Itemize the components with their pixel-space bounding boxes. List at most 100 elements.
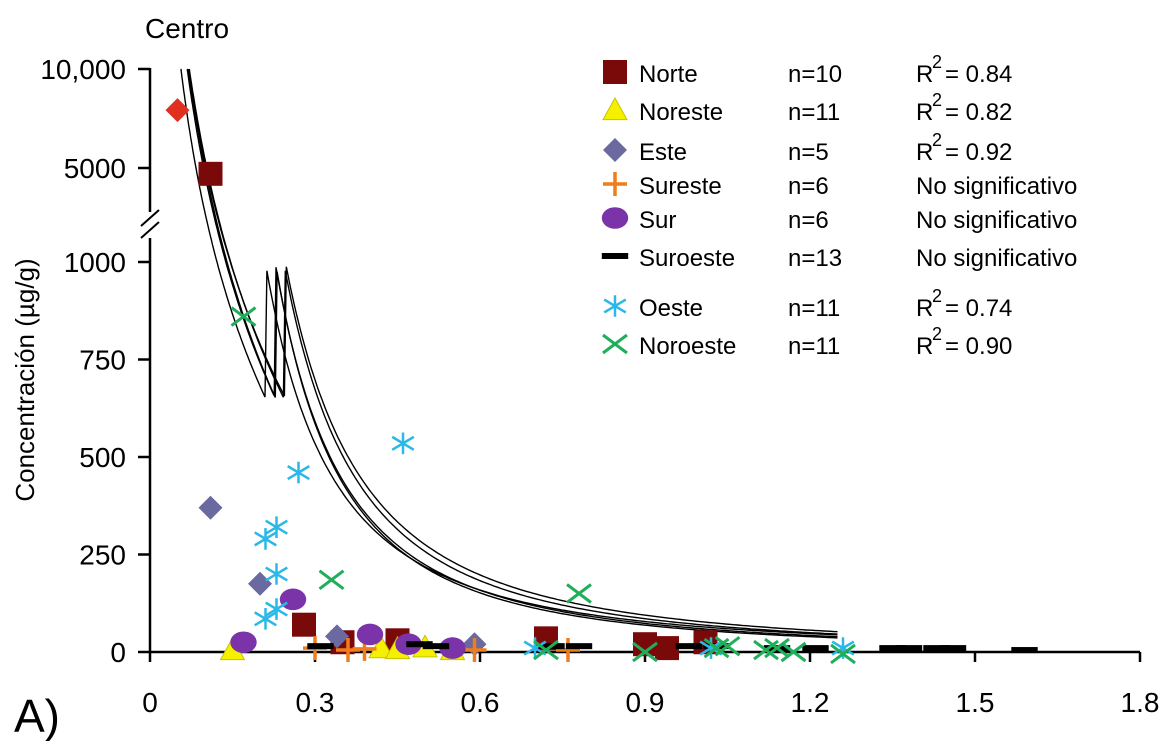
data-point (265, 598, 288, 620)
data-point (391, 432, 415, 455)
data-point (279, 588, 307, 611)
data-point (165, 98, 190, 123)
fitted-curve (187, 69, 838, 639)
data-point (307, 643, 334, 650)
y-tick-label: 5000 (64, 153, 126, 184)
legend-marker (603, 138, 627, 162)
legend-label: Norte (639, 61, 698, 88)
data-point (439, 637, 466, 659)
data-point (879, 645, 906, 652)
axis-break-mark (140, 221, 160, 239)
legend-entry-sur: Sur n=6 No significativo (601, 207, 1077, 234)
data-point (675, 643, 703, 650)
x-tick-label: 0 (142, 687, 158, 718)
legend-marker (603, 172, 627, 196)
x-tick-label: 1.5 (956, 687, 995, 718)
data-point (265, 563, 288, 585)
legend-n: n=5 (788, 139, 829, 166)
legend-label: Noroeste (639, 333, 736, 360)
data-points (165, 98, 1038, 665)
data-point (714, 635, 741, 657)
data-point (287, 461, 310, 484)
legend-entry-norte: Norte n=10 R2 = 0.84 (603, 52, 1012, 88)
series-norte (198, 161, 718, 661)
data-point (198, 495, 223, 520)
data-point (462, 638, 487, 663)
legend-r2-superscript: 2 (932, 324, 942, 344)
data-point (265, 516, 288, 538)
data-point (895, 645, 923, 652)
data-point (356, 623, 384, 646)
x-tick-label: 1.8 (1121, 687, 1160, 718)
series-oeste (254, 432, 855, 659)
data-point (802, 645, 829, 652)
axis-break-mark (140, 209, 160, 227)
data-point (230, 631, 257, 654)
legend-marker (602, 333, 628, 355)
legend-entry-oeste: Oeste n=11 R2 = 0.74 (603, 286, 1012, 322)
legend-label: Este (639, 139, 687, 166)
y-tick-label: 0 (110, 637, 126, 668)
data-point (556, 638, 580, 663)
legend-r2: R (916, 295, 933, 322)
legend-marker (602, 96, 628, 121)
series-noroeste (230, 306, 856, 665)
legend-label: Suroeste (639, 245, 735, 272)
data-point (406, 641, 433, 648)
legend-entry-sureste: Sureste n=6 No significativo (603, 172, 1077, 200)
x-tick-label: 0.3 (296, 687, 335, 718)
legend-n: n=6 (788, 207, 829, 234)
legend-r2: R (916, 61, 933, 88)
legend-marker (601, 253, 629, 259)
legend-marker (603, 295, 627, 317)
legend-n: n=11 (788, 295, 840, 322)
fitted-curve (188, 69, 838, 635)
fitted-curves (180, 68, 838, 639)
chart-title: Centro (145, 13, 229, 44)
legend-entry-noroeste: Noroeste n=11 R2 = 0.90 (602, 324, 1012, 360)
data-point (780, 641, 807, 663)
data-point (632, 641, 658, 663)
data-point (830, 643, 856, 665)
data-point (565, 643, 593, 650)
x-tick-label: 1.2 (791, 687, 830, 718)
data-point (230, 306, 257, 327)
legend-r2: R (916, 139, 933, 166)
data-point (198, 161, 223, 186)
data-point (318, 569, 345, 591)
legend-n: n=13 (788, 245, 842, 272)
data-point (248, 571, 272, 596)
legend-r2-superscript: 2 (932, 52, 942, 72)
legend-label: Oeste (639, 295, 703, 322)
legend-n: n=11 (788, 99, 840, 126)
x-tick-label: 0.6 (461, 687, 500, 718)
y-tick-label: 10,000 (40, 54, 126, 85)
legend-fit-status: No significativo (916, 245, 1077, 272)
legend-entry-suroeste: Suroeste n=13 No significativo (601, 245, 1077, 272)
x-tick-label: 0.9 (626, 687, 665, 718)
data-point (254, 608, 277, 630)
legend-marker (603, 60, 627, 84)
data-point (923, 645, 950, 652)
legend-n: n=6 (788, 173, 829, 200)
y-tick-label: 750 (79, 345, 126, 376)
data-point (325, 624, 349, 649)
legend-r2-superscript: 2 (932, 286, 942, 306)
legend-r2-superscript: 2 (932, 130, 942, 150)
legend-label: Sureste (639, 173, 722, 200)
legend-entry-este: Este n=5 R2 = 0.92 (603, 130, 1012, 166)
fitted-curve (186, 68, 838, 638)
legend-r2-superscript: 2 (932, 90, 942, 110)
fitted-curve (180, 68, 838, 636)
data-point (1011, 647, 1038, 654)
legend-r2-value: = 0.82 (945, 99, 1012, 126)
series-sur (230, 588, 466, 659)
data-point (939, 645, 967, 652)
legend-fit-status: No significativo (916, 207, 1077, 234)
data-point (292, 612, 316, 637)
legend-r2-value: = 0.84 (945, 61, 1012, 88)
y-tick-label: 250 (79, 540, 126, 571)
legend-n: n=10 (788, 61, 842, 88)
